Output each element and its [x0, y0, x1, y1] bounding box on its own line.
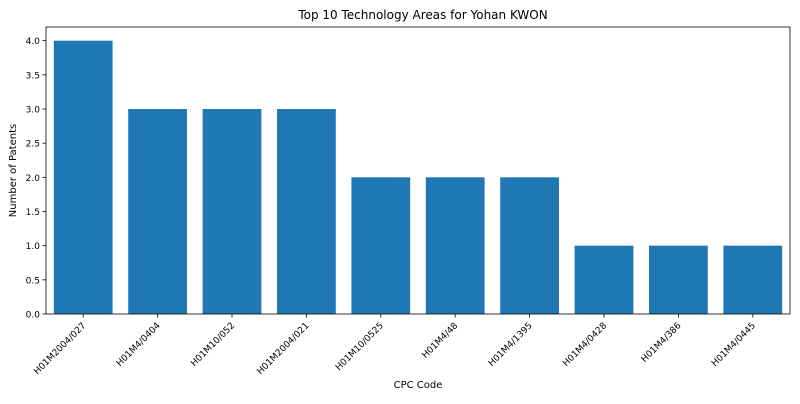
x-tick-label-0: H01M2004/027 — [32, 321, 88, 377]
bar-6 — [500, 177, 559, 314]
x-tick-label-6: H01M4/1395 — [487, 321, 535, 369]
x-tick-label-8: H01M4/386 — [640, 321, 684, 365]
bars-group — [54, 41, 782, 314]
y-tick-label-2: 1.0 — [26, 242, 41, 252]
y-tick-label-5: 2.5 — [26, 140, 40, 150]
x-axis: H01M2004/027 H01M4/0404 H01M10/052 H01M2004… — [32, 314, 758, 377]
x-tick-label-2: H01M10/052 — [189, 321, 237, 369]
bar-chart: Top 10 Technology Areas for Yohan KWON 0… — [0, 0, 800, 400]
y-axis-label: Number of Patents — [8, 124, 19, 217]
x-tick-label-9: H01M4/0445 — [710, 321, 758, 369]
y-axis: 0.0 0.5 1.0 1.5 2.0 2.5 3.0 3.5 4.0 — [26, 37, 46, 320]
chart-container: Top 10 Technology Areas for Yohan KWON 0… — [0, 0, 800, 400]
y-tick-label-7: 3.5 — [26, 71, 40, 81]
bar-7 — [575, 246, 634, 314]
y-tick-label-0: 0.0 — [26, 311, 41, 321]
bar-1 — [128, 109, 187, 314]
bar-0 — [54, 41, 113, 314]
bar-2 — [203, 109, 262, 314]
bar-4 — [351, 177, 410, 314]
y-tick-label-4: 2.0 — [26, 174, 41, 184]
x-tick-label-3: H01M2004/021 — [256, 321, 312, 377]
y-tick-label-6: 3.0 — [26, 106, 41, 116]
bar-8 — [649, 246, 708, 314]
x-tick-label-4: H01M10/0525 — [334, 321, 386, 373]
bar-3 — [277, 109, 336, 314]
x-tick-label-5: H01M4/48 — [421, 321, 461, 361]
y-tick-label-3: 1.5 — [26, 208, 40, 218]
chart-title: Top 10 Technology Areas for Yohan KWON — [297, 8, 547, 22]
x-tick-label-1: H01M4/0404 — [115, 321, 163, 369]
bar-5 — [426, 177, 485, 314]
y-tick-label-1: 0.5 — [26, 276, 40, 286]
x-axis-label: CPC Code — [394, 380, 443, 391]
bar-9 — [723, 246, 782, 314]
y-tick-label-8: 4.0 — [26, 37, 41, 47]
x-tick-label-7: H01M4/0428 — [561, 321, 609, 369]
